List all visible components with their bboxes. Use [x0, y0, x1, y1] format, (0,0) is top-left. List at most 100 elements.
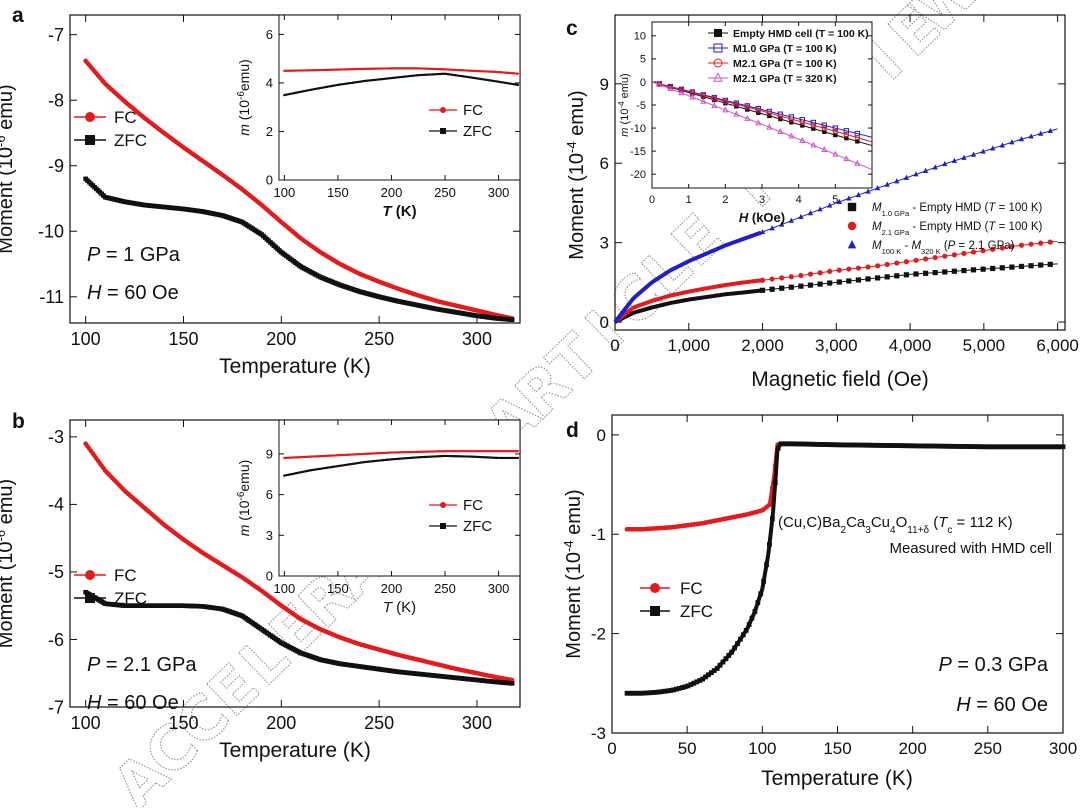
- inset-data-point: [799, 119, 806, 125]
- data-point: [501, 81, 504, 84]
- data-point: [396, 457, 399, 461]
- data-point: [967, 444, 973, 449]
- data-point: [1018, 263, 1025, 270]
- data-point: [325, 85, 329, 89]
- data-point: [390, 458, 393, 461]
- data-point: [475, 455, 479, 459]
- data-point: [382, 458, 385, 462]
- pressure-annotation: P = 0.3 GPa: [938, 654, 1048, 676]
- data-point: [932, 164, 938, 170]
- data-point: [446, 68, 450, 71]
- data-point: [434, 450, 438, 453]
- y-tick-label: 6: [600, 154, 609, 173]
- data-point: [436, 72, 440, 76]
- data-point: [456, 450, 459, 453]
- inset-legend-marker: [440, 128, 446, 134]
- x-tick-label: 4,000: [889, 336, 932, 355]
- data-point: [357, 80, 360, 84]
- data-point: [380, 67, 383, 70]
- data-point: [1046, 444, 1051, 450]
- y-tick-label: -3: [591, 724, 606, 743]
- inset-data-point: [766, 123, 773, 130]
- data-point: [429, 450, 432, 453]
- data-point: [462, 75, 465, 78]
- data-point: [708, 670, 714, 676]
- data-point: [458, 450, 461, 453]
- inset-data-point: [844, 135, 849, 141]
- data-point: [302, 455, 306, 459]
- data-point: [807, 271, 814, 277]
- data-point: [388, 77, 391, 80]
- data-point: [694, 679, 700, 685]
- y-axis-label: Moment (10-6 emu): [0, 84, 17, 253]
- x-tick-label: 100: [71, 329, 101, 349]
- legend-label: M100 K - M320 K (P = 2.1 GPa): [872, 240, 1015, 256]
- data-point: [1031, 444, 1037, 450]
- data-point: [287, 93, 290, 96]
- data-point: [804, 441, 810, 447]
- legend-label: M2.1 GPa - Empty HMD (T = 100 K): [872, 221, 1043, 237]
- data-point: [497, 80, 500, 83]
- data-point: [509, 681, 515, 686]
- y-tick-label: 5: [640, 54, 646, 66]
- inset-legend-marker: [713, 58, 723, 68]
- data-point: [310, 88, 313, 91]
- data-point: [495, 70, 498, 74]
- data-point: [497, 70, 500, 74]
- inset-data-point: [821, 125, 828, 131]
- data-point: [298, 455, 302, 459]
- data-point: [322, 68, 325, 72]
- text-span: (: [941, 240, 948, 252]
- data-point: [493, 450, 496, 453]
- text-span: Moment (10: [0, 541, 17, 648]
- y-tick-label: 4: [266, 75, 273, 90]
- y-tick-label: 0: [597, 426, 606, 445]
- data-point: [758, 591, 764, 597]
- data-point: [711, 668, 717, 673]
- data-point: [384, 458, 387, 462]
- data-point: [466, 455, 469, 458]
- text-span: 1.0 GPa: [882, 209, 910, 218]
- field-annotation: H = 60 Oe: [956, 694, 1048, 716]
- inset-data-point: [854, 159, 861, 166]
- inset: 100 150 200 250 300 0 2 4 6 T (K) m (10-6emu) FC ZFC: [236, 14, 521, 220]
- data-point: [413, 74, 416, 77]
- inset-data-point: [755, 107, 762, 113]
- data-point: [290, 92, 294, 95]
- data-point: [425, 455, 428, 459]
- data-point: [300, 90, 304, 93]
- inset-series-line: [651, 81, 873, 143]
- data-point: [347, 68, 350, 71]
- data-point: [392, 451, 395, 454]
- data-point: [351, 462, 354, 466]
- data-point: [504, 456, 508, 460]
- text-span: T: [988, 221, 996, 233]
- data-point: [720, 659, 726, 665]
- text-span: H: [87, 692, 102, 714]
- data-point: [460, 455, 463, 458]
- data-point: [436, 455, 440, 458]
- data-point: [419, 455, 422, 459]
- data-point: [355, 453, 358, 456]
- x-tick-label: 300: [488, 581, 510, 596]
- data-point: [897, 443, 903, 449]
- y-tick-label: -4: [48, 495, 64, 515]
- data-point: [855, 277, 862, 283]
- data-point: [318, 87, 321, 90]
- data-point: [990, 246, 996, 252]
- data-point: [487, 79, 490, 82]
- data-point: [697, 678, 703, 683]
- data-point: [287, 69, 290, 72]
- data-point: [425, 450, 428, 453]
- data-point: [316, 455, 319, 458]
- data-point: [903, 272, 909, 278]
- data-point: [425, 73, 428, 76]
- data-point: [372, 459, 376, 463]
- y-axis-label: Moment (10-6 emu): [0, 479, 17, 648]
- data-point: [285, 69, 288, 72]
- data-point: [487, 456, 490, 459]
- data-point: [944, 443, 950, 449]
- data-point: [485, 450, 488, 453]
- data-point: [759, 277, 766, 283]
